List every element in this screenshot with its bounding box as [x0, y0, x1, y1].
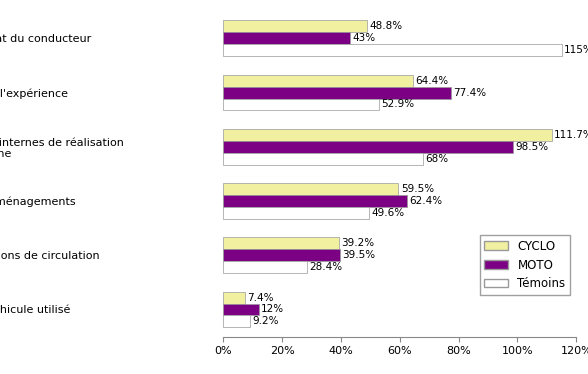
Text: 111.7%: 111.7% [554, 130, 588, 140]
Bar [223, 44, 562, 56]
Text: 43%: 43% [352, 33, 375, 43]
Bar [223, 87, 451, 98]
Text: 28.4%: 28.4% [309, 262, 342, 272]
Legend: CYCLO, MOTO, Témoins: CYCLO, MOTO, Témoins [480, 235, 570, 295]
Text: 9.2%: 9.2% [253, 316, 279, 327]
Text: 48.8%: 48.8% [369, 21, 402, 31]
Bar [223, 315, 250, 327]
Bar [223, 153, 423, 165]
Bar [223, 207, 369, 219]
Text: 68%: 68% [426, 154, 449, 164]
Bar [223, 249, 340, 261]
Bar [223, 237, 339, 249]
Bar [223, 261, 307, 273]
Text: 52.9%: 52.9% [381, 99, 415, 110]
Bar [223, 304, 259, 315]
Text: 7.4%: 7.4% [248, 292, 274, 303]
Bar [223, 183, 399, 195]
Bar [223, 141, 513, 153]
Text: 59.5%: 59.5% [401, 184, 434, 194]
Text: 49.6%: 49.6% [372, 208, 405, 218]
Bar [223, 33, 350, 44]
Text: 39.2%: 39.2% [341, 238, 374, 248]
Text: 12%: 12% [261, 304, 284, 315]
Bar [223, 195, 407, 207]
Bar [223, 75, 413, 87]
Text: 98.5%: 98.5% [515, 142, 549, 152]
Text: 39.5%: 39.5% [342, 250, 375, 260]
Text: 62.4%: 62.4% [409, 196, 442, 206]
Text: 64.4%: 64.4% [415, 76, 448, 86]
Bar [223, 21, 367, 33]
Bar [223, 98, 379, 110]
Bar [223, 292, 245, 304]
Text: 77.4%: 77.4% [453, 88, 486, 98]
Bar [223, 129, 552, 141]
Text: 115%: 115% [564, 45, 588, 55]
